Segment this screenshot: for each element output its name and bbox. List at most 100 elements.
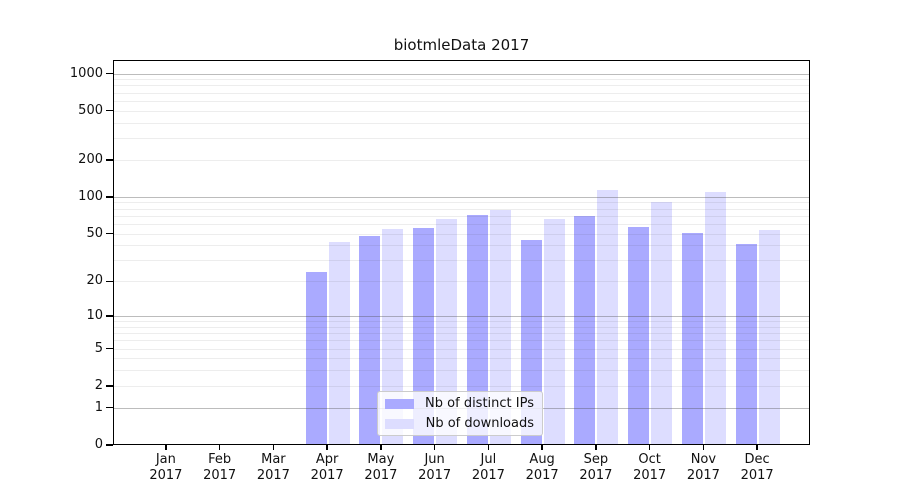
bar-downloads-nov xyxy=(704,191,726,444)
x-tick-mark-oct xyxy=(648,445,651,450)
x-tick-mark-jul xyxy=(487,445,490,450)
gridline-minor-600 xyxy=(114,100,809,102)
bar-distinct-ips-may xyxy=(359,235,381,444)
legend-item-distinct-ips: Nb of distinct IPs xyxy=(385,396,534,411)
y-tick-mark-500 xyxy=(106,110,113,112)
gridline-minor-9 xyxy=(114,321,809,323)
x-tick-label-oct: Oct 2017 xyxy=(633,452,667,483)
gridline-minor-60 xyxy=(114,223,809,225)
bar-downloads-aug xyxy=(543,218,565,444)
bar-distinct-ips-dec xyxy=(735,244,757,444)
x-tick-mark-nov xyxy=(702,445,705,450)
x-tick-label-jul: Jul 2017 xyxy=(471,452,505,483)
y-tick-label-1: 1 xyxy=(94,399,103,415)
bar-distinct-ips-apr xyxy=(305,271,327,444)
y-tick-mark-200 xyxy=(106,159,113,161)
x-tick-label-nov: Nov 2017 xyxy=(686,452,720,483)
gridline-minor-2 xyxy=(114,385,809,387)
gridline-minor-70 xyxy=(114,215,809,217)
y-tick-label-100: 100 xyxy=(78,188,103,204)
y-tick-mark-1 xyxy=(106,407,113,409)
bar-distinct-ips-sep xyxy=(574,215,596,444)
x-tick-label-apr: Apr 2017 xyxy=(310,452,344,483)
gridline-minor-40 xyxy=(114,245,809,247)
y-tick-label-200: 200 xyxy=(78,151,103,167)
bar-distinct-ips-jul xyxy=(466,215,488,444)
x-tick-label-feb: Feb 2017 xyxy=(203,452,237,483)
legend-swatch-downloads xyxy=(385,418,414,429)
x-tick-label-dec: Dec 2017 xyxy=(740,452,774,483)
gridline-minor-6 xyxy=(114,340,809,342)
gridline-minor-300 xyxy=(114,138,809,140)
x-tick-mark-feb xyxy=(218,445,221,450)
gridline-minor-200 xyxy=(114,159,809,161)
bar-downloads-oct xyxy=(651,202,673,444)
bar-downloads-may xyxy=(382,228,404,444)
x-tick-label-may: May 2017 xyxy=(364,452,398,483)
bar-downloads-jun xyxy=(436,218,458,444)
y-tick-label-2: 2 xyxy=(94,377,103,393)
gridline-minor-5 xyxy=(114,348,809,350)
y-tick-mark-2 xyxy=(106,385,113,387)
legend-label-distinct-ips: Nb of distinct IPs xyxy=(425,396,534,411)
y-tick-label-50: 50 xyxy=(86,225,103,241)
plot-area xyxy=(113,60,810,445)
y-tick-mark-1000 xyxy=(106,72,113,75)
bar-distinct-ips-nov xyxy=(681,232,703,444)
legend: Nb of distinct IPs Nb of downloads xyxy=(377,391,543,436)
gridline-major-100 xyxy=(114,196,809,198)
x-tick-mark-sep xyxy=(595,445,597,450)
y-tick-mark-50 xyxy=(106,232,113,235)
x-tick-label-jan: Jan 2017 xyxy=(149,452,183,483)
y-tick-mark-0 xyxy=(106,444,113,446)
gridline-minor-30 xyxy=(114,260,809,262)
x-tick-mark-apr xyxy=(326,445,328,450)
gridline-major-10 xyxy=(114,316,809,318)
bar-distinct-ips-oct xyxy=(628,226,650,444)
x-tick-mark-mar xyxy=(272,445,275,450)
bar-downloads-jul xyxy=(489,210,511,444)
bar-downloads-dec xyxy=(758,229,780,444)
gridline-minor-700 xyxy=(114,92,809,94)
x-tick-label-jun: Jun 2017 xyxy=(418,452,452,483)
x-tick-mark-may xyxy=(380,445,382,450)
y-tick-mark-5 xyxy=(106,347,113,350)
grid-layer xyxy=(114,61,809,444)
y-tick-label-1000: 1000 xyxy=(69,65,103,81)
x-tick-mark-dec xyxy=(756,445,758,450)
y-tick-label-5: 5 xyxy=(94,340,103,356)
chart-title: biotmleData 2017 xyxy=(393,36,530,54)
y-tick-mark-10 xyxy=(106,315,113,317)
legend-swatch-distinct-ips xyxy=(385,398,414,409)
gridline-minor-500 xyxy=(114,110,809,112)
gridline-minor-3 xyxy=(114,370,809,372)
y-tick-label-10: 10 xyxy=(86,308,103,324)
gridline-minor-900 xyxy=(114,79,809,81)
gridline-minor-7 xyxy=(114,333,809,335)
bar-downloads-sep xyxy=(597,189,619,444)
gridline-minor-90 xyxy=(114,202,809,204)
y-tick-mark-20 xyxy=(106,280,113,282)
y-tick-label-500: 500 xyxy=(78,102,103,118)
y-tick-label-0: 0 xyxy=(94,437,103,452)
x-tick-mark-aug xyxy=(541,445,543,450)
gridline-minor-4 xyxy=(114,358,809,360)
gridline-minor-50 xyxy=(114,233,809,235)
gridline-minor-8 xyxy=(114,326,809,328)
legend-item-downloads: Nb of downloads xyxy=(385,416,534,431)
x-tick-mark-jun xyxy=(433,445,436,450)
x-tick-label-mar: Mar 2017 xyxy=(256,452,290,483)
x-tick-label-sep: Sep 2017 xyxy=(579,452,613,483)
x-tick-mark-jan xyxy=(165,445,167,450)
gridline-major-1000 xyxy=(114,73,809,75)
bars-layer xyxy=(114,61,809,444)
gridline-minor-20 xyxy=(114,281,809,283)
x-tick-label-aug: Aug 2017 xyxy=(525,452,559,483)
gridline-minor-400 xyxy=(114,122,809,124)
y-tick-label-20: 20 xyxy=(86,273,103,289)
legend-label-downloads: Nb of downloads xyxy=(425,416,534,431)
bar-distinct-ips-jun xyxy=(413,227,435,444)
bar-downloads-apr xyxy=(328,241,350,444)
gridline-minor-80 xyxy=(114,208,809,210)
